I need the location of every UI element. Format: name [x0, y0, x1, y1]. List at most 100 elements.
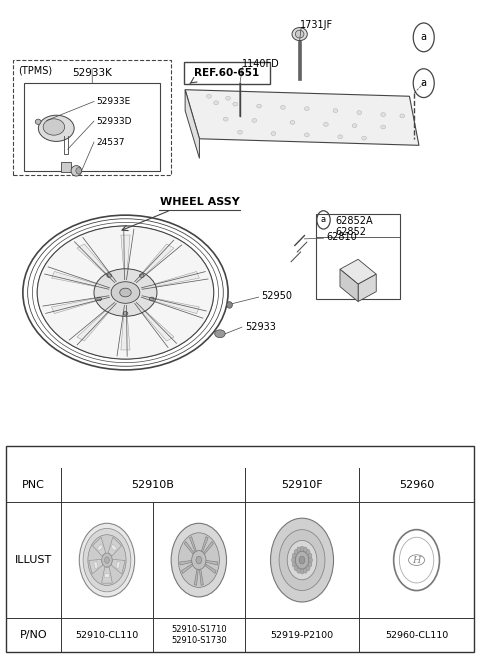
Ellipse shape	[281, 105, 285, 109]
Text: 62810: 62810	[326, 232, 357, 242]
Text: 52933: 52933	[245, 322, 276, 332]
Ellipse shape	[97, 297, 102, 301]
Ellipse shape	[357, 110, 362, 114]
Ellipse shape	[294, 549, 298, 555]
Ellipse shape	[149, 297, 154, 301]
Ellipse shape	[292, 553, 296, 558]
Ellipse shape	[214, 101, 218, 104]
Text: a: a	[321, 215, 326, 225]
Ellipse shape	[171, 523, 227, 597]
Ellipse shape	[76, 168, 82, 174]
Ellipse shape	[306, 549, 310, 555]
Ellipse shape	[83, 528, 131, 592]
Ellipse shape	[294, 566, 298, 571]
Ellipse shape	[178, 533, 219, 587]
Ellipse shape	[303, 568, 307, 573]
Ellipse shape	[306, 566, 310, 571]
Text: 1140FD: 1140FD	[242, 59, 280, 69]
Polygon shape	[340, 269, 358, 302]
Ellipse shape	[94, 269, 157, 316]
Polygon shape	[200, 537, 208, 555]
Polygon shape	[135, 244, 174, 283]
Ellipse shape	[226, 97, 230, 100]
Text: a: a	[421, 32, 427, 42]
Polygon shape	[77, 302, 116, 341]
Polygon shape	[116, 561, 120, 568]
Text: 52950: 52950	[262, 291, 292, 301]
Ellipse shape	[37, 226, 214, 359]
Ellipse shape	[308, 553, 312, 558]
Text: 52933D: 52933D	[96, 116, 132, 125]
Text: 1731JF: 1731JF	[300, 20, 333, 30]
Ellipse shape	[139, 274, 144, 277]
Polygon shape	[340, 260, 376, 284]
Polygon shape	[358, 274, 376, 302]
Ellipse shape	[88, 535, 126, 585]
Polygon shape	[194, 566, 199, 585]
Text: 62852A: 62852A	[336, 216, 373, 226]
Polygon shape	[142, 296, 199, 313]
Ellipse shape	[271, 518, 334, 602]
Ellipse shape	[303, 547, 307, 552]
Ellipse shape	[291, 558, 295, 562]
Polygon shape	[184, 541, 196, 556]
Text: ILLUST: ILLUST	[15, 555, 52, 565]
Polygon shape	[203, 562, 216, 574]
Ellipse shape	[252, 118, 257, 122]
Ellipse shape	[107, 274, 111, 277]
Text: (TPMS): (TPMS)	[18, 66, 52, 76]
Ellipse shape	[352, 124, 357, 127]
Ellipse shape	[123, 311, 128, 315]
Ellipse shape	[333, 108, 338, 112]
Ellipse shape	[111, 282, 140, 304]
Ellipse shape	[297, 568, 300, 573]
Polygon shape	[185, 90, 199, 158]
Ellipse shape	[297, 547, 300, 552]
Ellipse shape	[227, 302, 232, 308]
Polygon shape	[190, 537, 197, 555]
Polygon shape	[108, 537, 121, 556]
Text: 52960-CL110: 52960-CL110	[385, 631, 448, 640]
Ellipse shape	[308, 562, 312, 567]
Polygon shape	[102, 567, 112, 583]
Text: 52933E: 52933E	[96, 97, 130, 106]
Polygon shape	[89, 560, 103, 574]
Ellipse shape	[309, 558, 312, 562]
Text: REF.60-651: REF.60-651	[194, 68, 260, 78]
Ellipse shape	[271, 131, 276, 135]
Polygon shape	[202, 541, 214, 556]
Ellipse shape	[257, 104, 262, 108]
Polygon shape	[51, 271, 109, 289]
Ellipse shape	[206, 95, 211, 98]
Ellipse shape	[290, 120, 295, 124]
FancyBboxPatch shape	[61, 162, 71, 172]
Text: 52910B: 52910B	[132, 480, 174, 490]
Polygon shape	[51, 296, 109, 313]
Text: 52960: 52960	[399, 480, 434, 490]
Polygon shape	[142, 271, 199, 289]
Polygon shape	[121, 235, 130, 280]
Ellipse shape	[35, 119, 41, 124]
Ellipse shape	[300, 569, 304, 574]
Ellipse shape	[120, 288, 131, 297]
Ellipse shape	[324, 122, 328, 126]
Text: 62852: 62852	[336, 227, 366, 237]
Polygon shape	[111, 544, 117, 551]
Ellipse shape	[43, 119, 65, 135]
Polygon shape	[104, 574, 109, 578]
Polygon shape	[77, 244, 116, 283]
Ellipse shape	[223, 117, 228, 121]
Ellipse shape	[400, 114, 405, 118]
Text: WHEEL ASSY: WHEEL ASSY	[159, 197, 240, 207]
Text: P/NO: P/NO	[20, 630, 48, 641]
Ellipse shape	[338, 135, 343, 139]
Ellipse shape	[304, 133, 309, 137]
Polygon shape	[94, 561, 98, 568]
Ellipse shape	[287, 541, 317, 579]
Polygon shape	[111, 560, 125, 574]
Text: H: H	[412, 556, 421, 564]
Ellipse shape	[300, 546, 304, 551]
Text: a: a	[421, 78, 427, 88]
Polygon shape	[93, 537, 106, 556]
Text: PNC: PNC	[22, 480, 45, 490]
